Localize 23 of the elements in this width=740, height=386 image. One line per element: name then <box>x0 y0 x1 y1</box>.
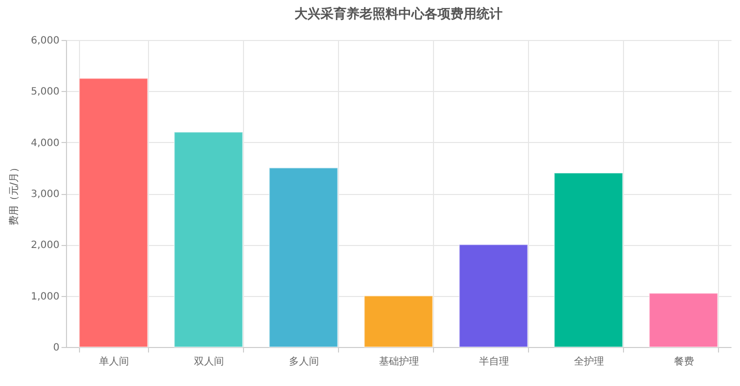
y-tick-label: 3,000 <box>30 189 60 200</box>
bar <box>78 78 148 348</box>
chart-title: 大兴采育养老照料中心各项费用统计 <box>294 6 502 22</box>
y-tick-label: 4,000 <box>30 138 60 149</box>
y-axis-title: 费用（元/月） <box>8 162 20 226</box>
x-tick-label: 单人间 <box>99 356 129 368</box>
bar <box>554 172 624 348</box>
bar <box>268 167 338 348</box>
bar <box>174 132 244 348</box>
bar <box>648 292 718 348</box>
x-tick-label: 双人间 <box>194 356 224 368</box>
bar <box>364 295 434 348</box>
y-tick-label: 1,000 <box>30 291 60 302</box>
y-tick-label: 0 <box>53 342 60 354</box>
y-tick-label: 5,000 <box>30 86 60 98</box>
y-tick-label: 6,000 <box>30 36 60 46</box>
x-tick-label: 餐费 <box>674 356 694 368</box>
bar <box>458 244 528 348</box>
x-tick-label: 半自理 <box>479 356 509 368</box>
x-tick-label: 全护理 <box>574 356 604 368</box>
y-tick-label: 2,000 <box>30 240 60 252</box>
x-tick-label: 多人间 <box>289 356 319 368</box>
x-tick-label: 基础护理 <box>379 356 419 368</box>
